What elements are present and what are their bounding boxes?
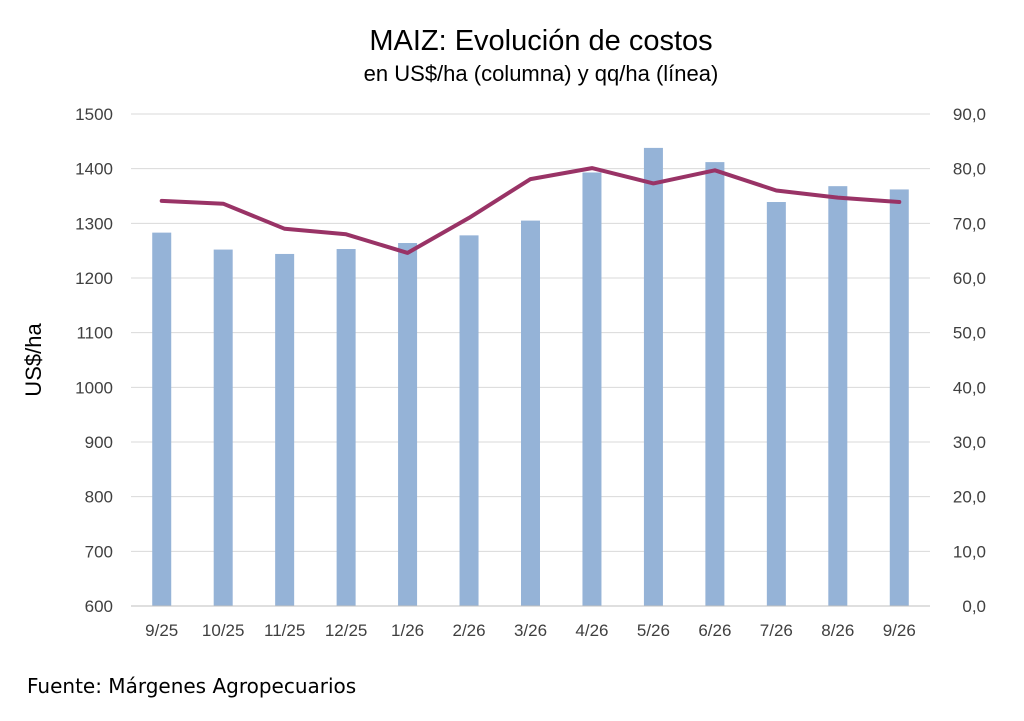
y2-tick-label: 0,0 (962, 597, 986, 616)
bar (705, 162, 725, 606)
x-tick-label: 11/25 (264, 621, 305, 640)
y2-tick-label: 60,0 (953, 269, 986, 288)
y-tick-label: 800 (85, 488, 113, 507)
y-tick-label: 900 (85, 433, 113, 452)
bar (828, 186, 848, 606)
bar (766, 202, 786, 606)
y-tick-label: 1000 (75, 378, 113, 397)
y-tick-label: 600 (85, 597, 113, 616)
line-series (159, 166, 902, 255)
y2-tick-label: 20,0 (953, 488, 986, 507)
x-tick-label: 5/26 (637, 621, 670, 640)
bar (152, 232, 172, 607)
y2-tick-label: 40,0 (953, 378, 986, 397)
bar (459, 235, 479, 607)
x-tick-label: 9/26 (883, 621, 916, 640)
y2-tick-label: 30,0 (953, 433, 986, 452)
y2-tick-label: 90,0 (953, 105, 986, 124)
bar (521, 220, 540, 606)
y2-tick-label: 50,0 (953, 324, 986, 343)
bar-series (152, 147, 909, 607)
y-tick-label: 1200 (75, 269, 113, 288)
y2-tick-label: 80,0 (953, 160, 986, 179)
line-path (159, 166, 902, 255)
y-tick-label: 700 (85, 542, 113, 561)
bar (275, 253, 295, 607)
x-tick-label: 12/25 (325, 621, 368, 640)
bar (336, 249, 356, 606)
bar (582, 172, 602, 606)
source-note: Fuente: Márgenes Agropecuarios (27, 674, 357, 698)
bar (213, 249, 233, 606)
x-tick-label: 8/26 (821, 621, 854, 640)
x-tick-label: 7/26 (760, 621, 793, 640)
x-tick-label: 9/25 (145, 621, 178, 640)
x-tick-label: 4/26 (575, 621, 608, 640)
bar (643, 147, 663, 607)
y-tick-label: 1400 (75, 160, 113, 179)
x-tick-label: 3/26 (514, 621, 547, 640)
y2-tick-label: 70,0 (953, 214, 986, 233)
y-axis-label: US$/ha (21, 323, 46, 397)
chart-subtitle: en US$/ha (columna) y qq/ha (línea) (364, 61, 719, 86)
y-tick-label: 1500 (75, 105, 113, 124)
x-tick-label: 1/26 (391, 621, 424, 640)
y-tick-label: 1300 (75, 214, 113, 233)
axes: 600 700 800 900 1000 1100 1200 1300 1400 1500 0,0 1… (75, 105, 986, 640)
x-tick-label: 10/25 (202, 621, 245, 640)
chart-title: MAIZ: Evolución de costos (369, 25, 712, 57)
x-tick-label: 2/26 (452, 621, 485, 640)
x-tick-label: 6/26 (698, 621, 731, 640)
bar (889, 189, 909, 606)
y-tick-label: 1100 (76, 324, 113, 343)
bar (398, 243, 418, 606)
y2-tick-label: 10,0 (953, 542, 986, 561)
